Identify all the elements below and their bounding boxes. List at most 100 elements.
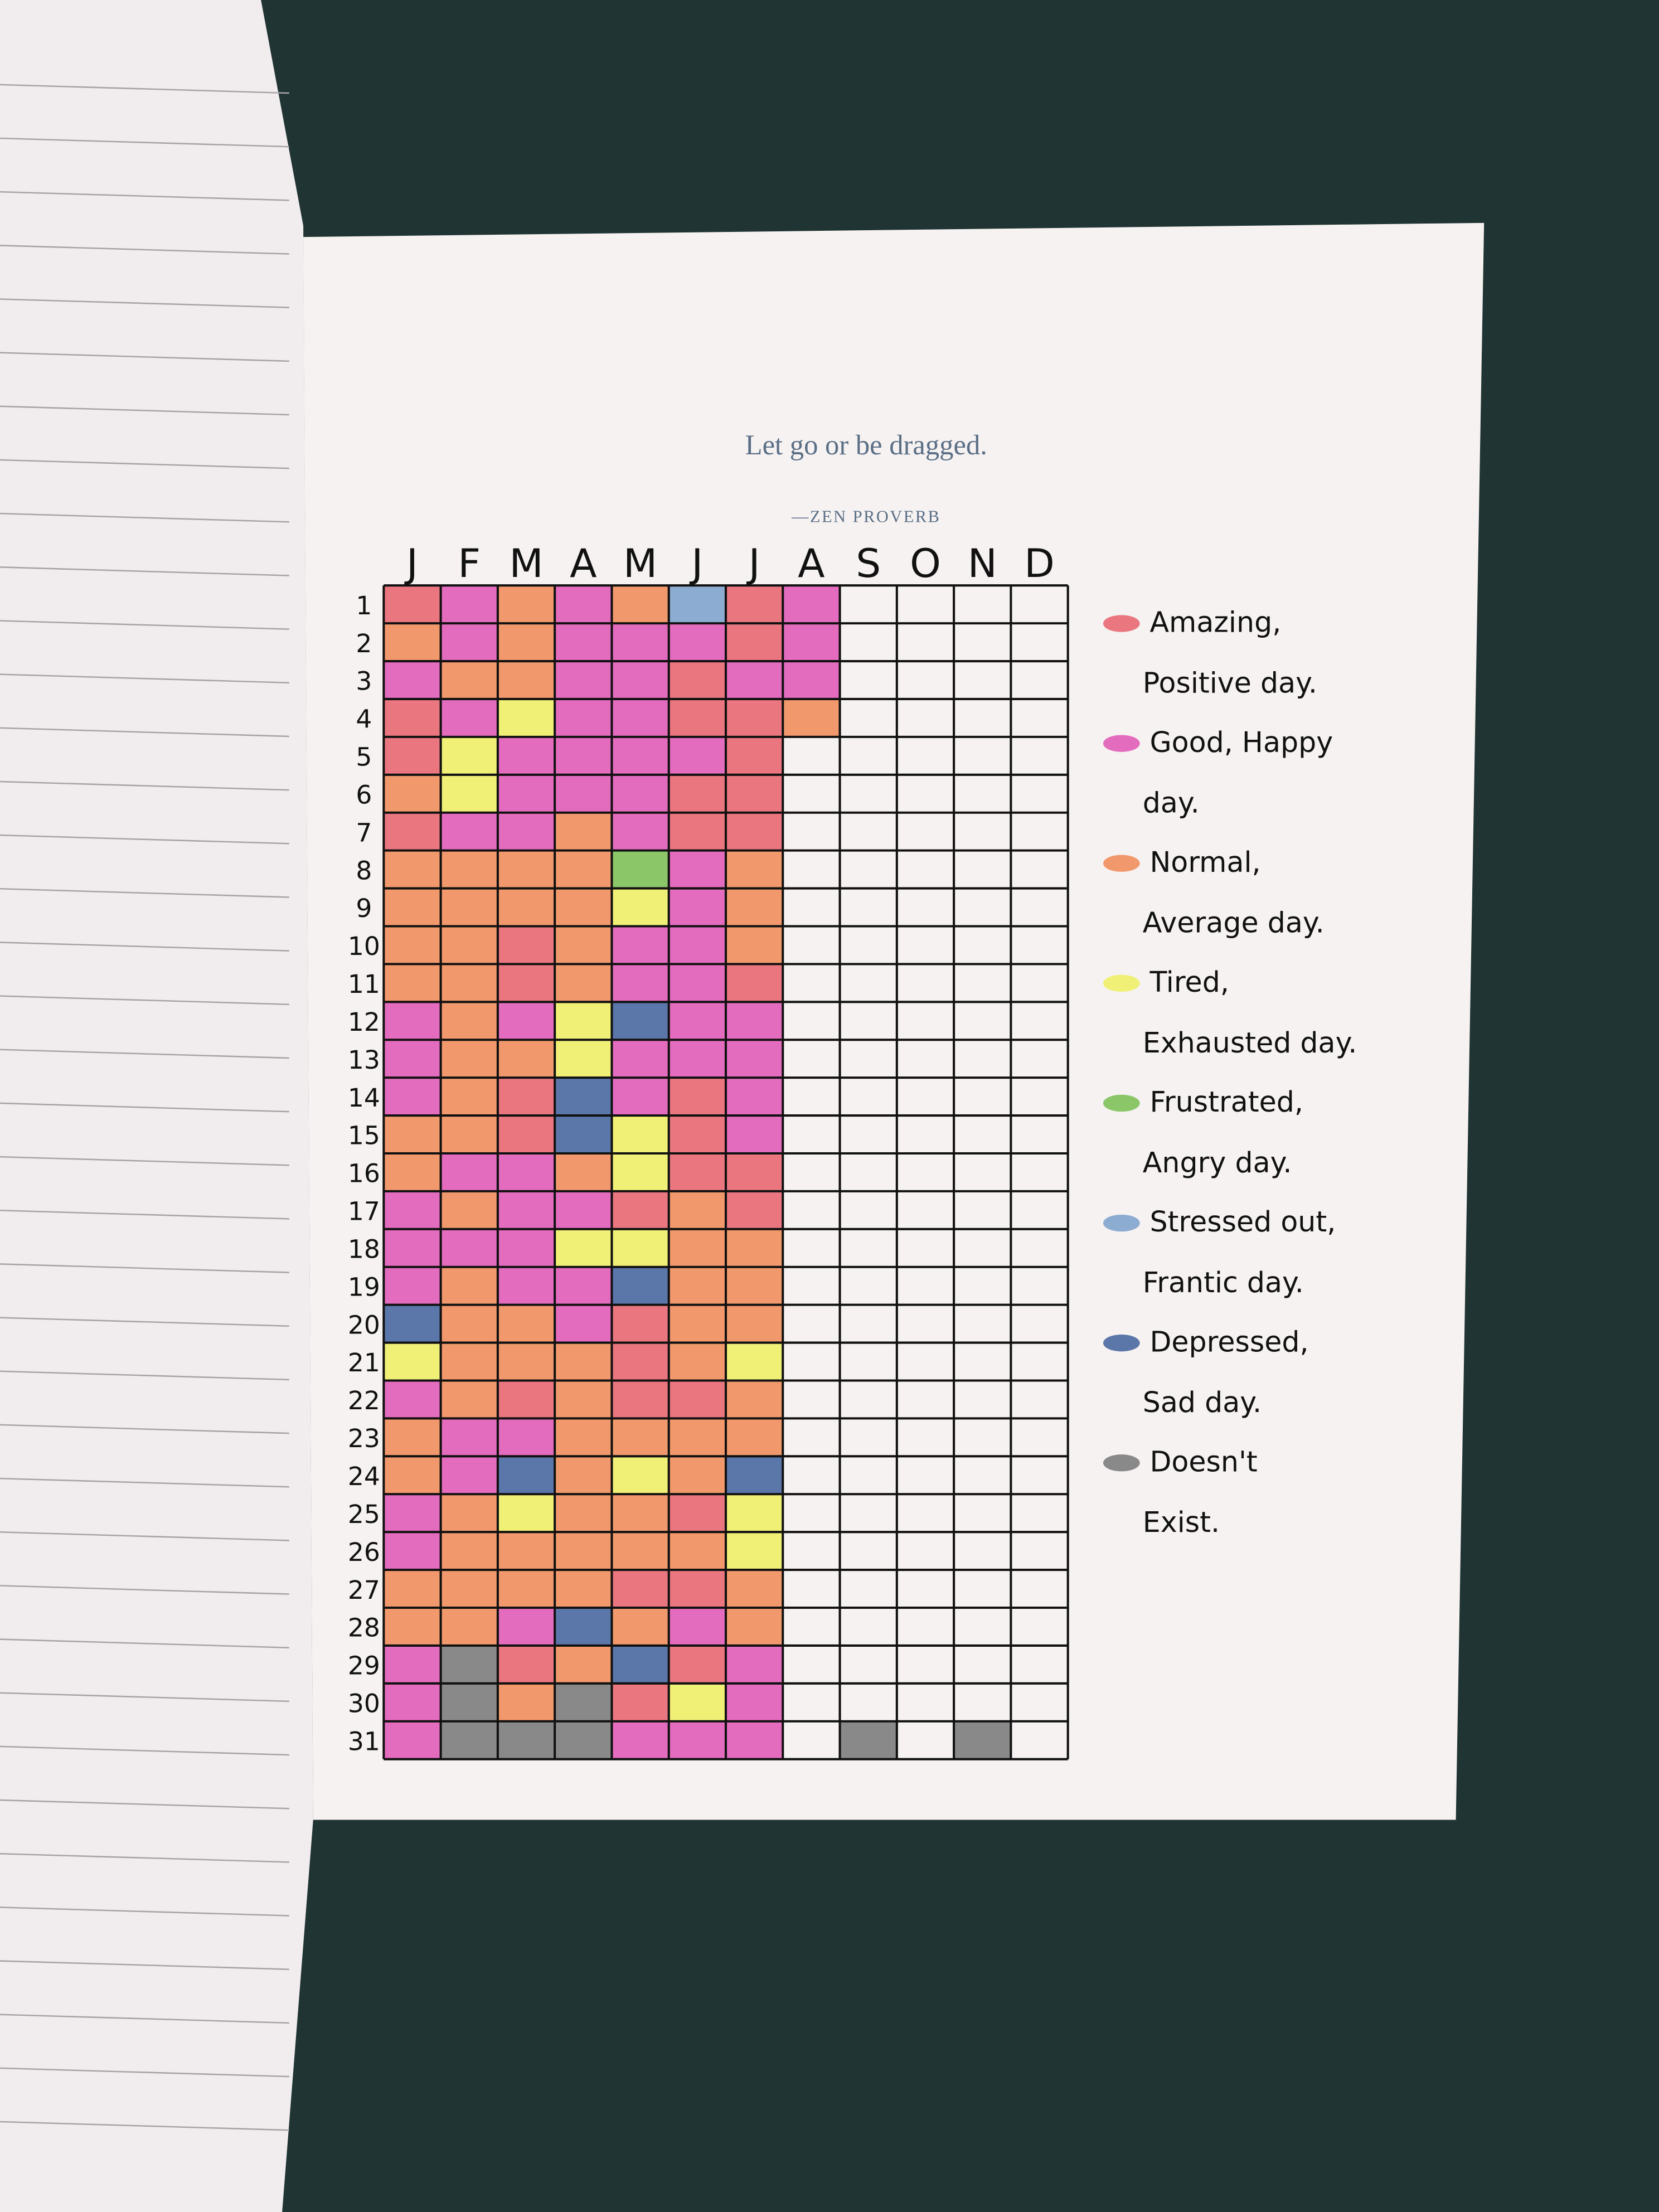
mood-cell — [440, 1267, 498, 1305]
mood-cell — [555, 698, 612, 737]
mood-cell — [440, 698, 498, 737]
mood-cell — [384, 1608, 441, 1646]
month-label: M — [623, 540, 657, 586]
mood-cell — [555, 850, 612, 889]
mood-cell — [555, 1040, 612, 1078]
mood-cell — [440, 1494, 498, 1532]
mood-cell — [384, 1040, 441, 1078]
ruled-line — [0, 459, 289, 469]
mood-cell — [555, 1456, 612, 1495]
mood-cell — [783, 623, 840, 662]
mood-cell — [726, 1153, 783, 1191]
mood-cell — [612, 1002, 669, 1040]
mood-cell — [384, 888, 441, 926]
day-label: 28 — [348, 1613, 380, 1643]
mood-cell — [612, 1494, 669, 1532]
mood-cell — [612, 1342, 669, 1381]
mood-cell — [497, 1115, 555, 1153]
mood-cell — [384, 1002, 441, 1040]
mood-cell — [440, 850, 498, 889]
ruled-line — [0, 352, 289, 362]
mood-cell — [497, 1040, 555, 1078]
mood-cell — [555, 1418, 612, 1457]
ruled-line — [0, 1263, 289, 1273]
day-label: 5 — [356, 743, 372, 772]
day-label: 17 — [348, 1197, 380, 1226]
mood-cell — [726, 1494, 783, 1532]
left-page — [0, 0, 313, 2212]
ruled-line — [0, 2121, 289, 2131]
ruled-line — [0, 1424, 289, 1434]
mood-cell — [612, 1721, 669, 1759]
mood-cell — [612, 1153, 669, 1191]
mood-cell — [555, 1645, 612, 1684]
mood-cell — [384, 774, 441, 813]
mood-cell — [440, 926, 498, 964]
mood-grid: J F M A M J J A S O N D1234567891011121314151617181… — [348, 540, 1069, 1760]
mood-cell — [497, 1570, 555, 1608]
mood-cell — [668, 1267, 726, 1305]
mood-cell — [726, 1532, 783, 1570]
mood-cell — [440, 1721, 498, 1759]
mood-cell — [440, 1570, 498, 1608]
mood-cell — [668, 1608, 726, 1646]
legend-swatch — [1103, 735, 1140, 752]
day-label: 16 — [348, 1159, 380, 1189]
mood-cell — [612, 1418, 669, 1457]
ruled-line — [0, 834, 289, 845]
mood-cell — [555, 1229, 612, 1267]
ruled-line — [0, 1852, 289, 1863]
mood-cell — [726, 1304, 783, 1343]
mood-cell — [726, 964, 783, 1002]
mood-cell — [555, 1078, 612, 1116]
ruled-line — [0, 1745, 289, 1756]
legend-swatch — [1103, 855, 1140, 872]
mood-cell — [440, 812, 498, 851]
mood-cell — [440, 1532, 498, 1570]
ruled-line — [0, 727, 289, 738]
mood-cell — [497, 850, 555, 889]
mood-cell — [384, 850, 441, 889]
mood-cell — [555, 1304, 612, 1343]
ruled-line — [0, 620, 289, 630]
mood-cell — [840, 1721, 897, 1759]
mood-cell — [555, 1380, 612, 1419]
mood-cell — [497, 1191, 555, 1229]
mood-cell — [384, 1229, 441, 1267]
ruled-line — [0, 780, 289, 791]
mood-cell — [612, 964, 669, 1002]
legend-text: Frustrated, — [1149, 1085, 1303, 1118]
mood-cell — [497, 1153, 555, 1191]
mood-cell — [497, 1532, 555, 1570]
mood-cell — [612, 1115, 669, 1153]
ruled-line — [0, 995, 289, 1006]
mood-cell — [612, 585, 669, 624]
mood-cell — [726, 1721, 783, 1759]
day-label: 18 — [348, 1234, 380, 1264]
mood-cell — [726, 1645, 783, 1684]
ruled-line — [0, 512, 289, 523]
day-label: 6 — [356, 780, 372, 809]
mood-cell — [497, 1304, 555, 1343]
mood-cell — [612, 1608, 669, 1646]
day-label: 7 — [356, 818, 372, 847]
legend-text: Average day. — [1143, 906, 1325, 939]
mood-cell — [726, 850, 783, 889]
mood-cell — [612, 774, 669, 813]
mood-cell — [612, 926, 669, 964]
mood-cell — [612, 1304, 669, 1343]
ruled-line — [0, 1156, 289, 1166]
mood-cell — [497, 698, 555, 737]
mood-cell — [726, 1608, 783, 1646]
mood-cell — [726, 1115, 783, 1153]
mood-cell — [612, 1645, 669, 1684]
month-label: J — [689, 540, 703, 586]
mood-cell — [440, 1683, 498, 1721]
mood-cell — [555, 1721, 612, 1759]
mood-cell — [555, 926, 612, 964]
legend-text: day. — [1143, 787, 1200, 819]
mood-cell — [555, 1191, 612, 1229]
mood-cell — [384, 926, 441, 964]
legend-text: Good, Happy — [1149, 726, 1333, 759]
legend-text: Positive day. — [1143, 667, 1317, 700]
